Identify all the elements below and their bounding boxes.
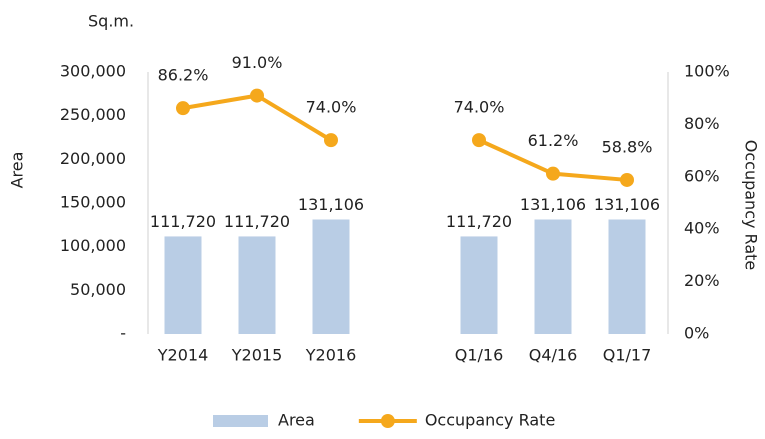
unit-label: Sq.m. [88, 12, 134, 31]
line-marker [250, 88, 264, 103]
line-marker [472, 133, 486, 148]
y-tick-label: - [120, 324, 126, 343]
y2-tick-label: 80% [684, 114, 720, 133]
line-value-label: 74.0% [306, 98, 357, 117]
y-tick-label: 150,000 [60, 193, 126, 212]
bar [460, 236, 498, 334]
bar [312, 219, 350, 334]
y-tick-label: 300,000 [60, 62, 126, 81]
line-value-label: 86.2% [158, 66, 209, 85]
bar [534, 219, 572, 334]
x-tick-label: Q1/16 [455, 346, 504, 365]
bar [608, 219, 646, 334]
y-tick-label: 100,000 [60, 236, 126, 255]
bar-value-label: 131,106 [298, 195, 364, 214]
y2-tick-label: 100% [684, 62, 730, 81]
line-marker [324, 133, 338, 148]
legend-swatch [213, 415, 268, 427]
y2-axis-title: Occupancy Rate [742, 140, 761, 270]
y-tick-label: 50,000 [70, 280, 126, 299]
x-tick-label: Y2015 [231, 346, 283, 365]
x-tick-label: Q4/16 [529, 346, 578, 365]
y2-tick-label: 0% [684, 324, 709, 343]
bar-value-label: 111,720 [446, 212, 512, 231]
y-axis-title: Area [8, 152, 27, 189]
bar-value-label: 131,106 [520, 195, 586, 214]
line-marker [546, 166, 560, 181]
line-value-label: 91.0% [232, 53, 283, 72]
bar-value-label: 131,106 [594, 195, 660, 214]
line-value-label: 58.8% [602, 137, 653, 156]
x-tick-label: Y2014 [157, 346, 209, 365]
bar [238, 236, 276, 334]
y2-tick-label: 40% [684, 219, 720, 238]
bar [164, 236, 202, 334]
y-tick-label: 200,000 [60, 149, 126, 168]
x-tick-label: Y2016 [305, 346, 357, 365]
bar-value-label: 111,720 [224, 212, 290, 231]
legend-label: Area [278, 411, 315, 430]
y-tick-label: 250,000 [60, 105, 126, 124]
line-value-label: 61.2% [528, 131, 579, 150]
y2-tick-label: 60% [684, 166, 720, 185]
bar-value-label: 111,720 [150, 212, 216, 231]
line-marker [620, 172, 634, 187]
line-value-label: 74.0% [454, 98, 505, 117]
legend-marker [380, 414, 395, 428]
legend-label: Occupancy Rate [425, 411, 555, 430]
y2-tick-label: 20% [684, 271, 720, 290]
x-tick-label: Q1/17 [603, 346, 652, 365]
line-marker [176, 101, 190, 116]
